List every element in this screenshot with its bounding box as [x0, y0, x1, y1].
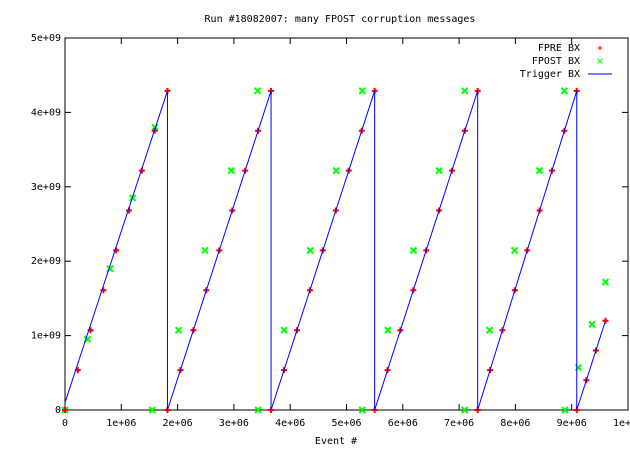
- cross-marker: [601, 278, 610, 286]
- y-tick-label: 1e+09: [31, 331, 61, 342]
- x-tick-label: 3e+06: [219, 418, 249, 429]
- cross-marker: [461, 87, 469, 95]
- cross-marker: [510, 246, 519, 255]
- cross-marker: [306, 246, 314, 255]
- cross-marker: [280, 326, 288, 334]
- legend-label: FPRE BX: [538, 43, 580, 54]
- plus-marker: [113, 247, 120, 254]
- cross-marker: [254, 406, 262, 414]
- x-tick-label: 9e+06: [557, 418, 587, 429]
- trigger-line: [64, 90, 606, 411]
- cross-marker: [227, 166, 235, 175]
- y-tick-label: 3e+09: [31, 182, 61, 193]
- cross-marker: [561, 406, 569, 414]
- legend-marker: [597, 58, 603, 64]
- x-axis-label: Event #: [315, 436, 357, 447]
- cross-marker: [384, 326, 392, 334]
- y-tick-label: 5e+09: [31, 33, 61, 44]
- cross-marker: [560, 87, 569, 95]
- cross-marker: [358, 406, 366, 414]
- x-tick-label: 6e+06: [388, 418, 418, 429]
- cross-marker: [358, 87, 366, 95]
- legend-label: FPOST BX: [532, 56, 580, 67]
- x-tick-label: 5e+06: [331, 418, 361, 429]
- cross-marker: [253, 87, 262, 95]
- cross-marker: [201, 246, 209, 255]
- cross-marker: [148, 406, 156, 414]
- cross-marker: [485, 326, 494, 334]
- x-tick-label: 0: [62, 418, 68, 429]
- cross-marker: [535, 166, 544, 175]
- cross-marker: [409, 246, 418, 255]
- x-tick-label: 1e+07: [613, 418, 630, 429]
- y-tick-label: 4e+09: [31, 107, 61, 118]
- chart-title: Run #18082007: many FPOST corruption mes…: [205, 14, 476, 25]
- cross-marker: [435, 166, 443, 175]
- legend-marker: [597, 45, 603, 51]
- y-tick-label: 0: [55, 405, 61, 416]
- plus-marker: [62, 407, 68, 413]
- cross-marker: [461, 406, 469, 414]
- cross-marker: [174, 326, 183, 334]
- legend-label: Trigger BX: [520, 69, 580, 80]
- x-tick-label: 2e+06: [163, 418, 193, 429]
- x-tick-label: 8e+06: [500, 418, 530, 429]
- x-tick-label: 7e+06: [444, 418, 474, 429]
- y-tick-label: 2e+09: [31, 256, 61, 267]
- x-tick-label: 4e+06: [275, 418, 305, 429]
- x-tick-label: 1e+06: [106, 418, 136, 429]
- cross-marker: [588, 320, 596, 329]
- cross-marker: [332, 166, 340, 175]
